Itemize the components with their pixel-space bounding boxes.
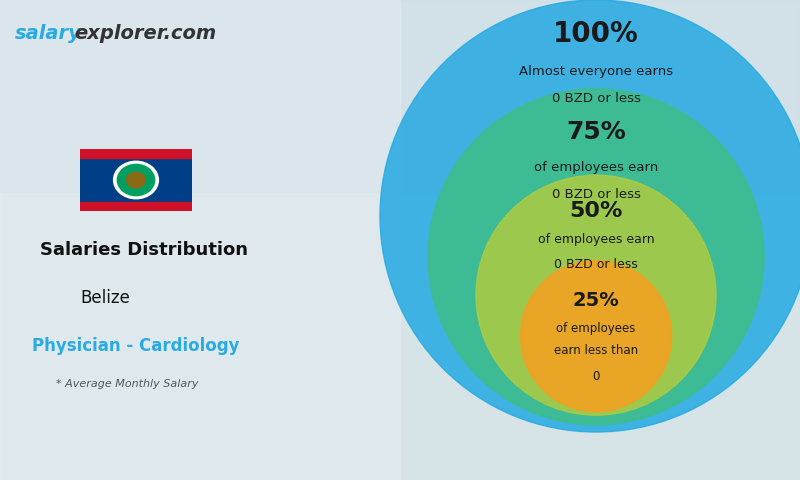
Bar (0, 0, 400, 480)
Bar (80, 203, 192, 211)
Bar (0, 0, 800, 192)
Text: * Average Monthly Salary: * Average Monthly Salary (56, 379, 198, 389)
Text: 0 BZD or less: 0 BZD or less (554, 257, 638, 271)
Text: salary: salary (14, 24, 82, 43)
Circle shape (114, 161, 158, 199)
Circle shape (118, 164, 154, 196)
Text: Salaries Distribution: Salaries Distribution (40, 240, 248, 259)
Text: of employees earn: of employees earn (534, 161, 658, 175)
Text: 75%: 75% (566, 120, 626, 144)
Circle shape (476, 175, 716, 415)
Text: earn less than: earn less than (554, 344, 638, 357)
Text: 0 BZD or less: 0 BZD or less (551, 188, 641, 201)
Circle shape (380, 0, 800, 432)
Circle shape (428, 89, 764, 425)
Circle shape (520, 260, 672, 411)
Text: 0: 0 (592, 370, 600, 384)
Text: 0 BZD or less: 0 BZD or less (551, 92, 641, 105)
Text: 25%: 25% (573, 290, 619, 310)
Text: of employees: of employees (556, 322, 636, 336)
Bar (0, 0, 400, 480)
Text: Belize: Belize (80, 288, 130, 307)
Text: Physician - Cardiology: Physician - Cardiology (32, 336, 239, 355)
Text: of employees earn: of employees earn (538, 233, 654, 247)
Bar (80, 149, 192, 157)
Text: Almost everyone earns: Almost everyone earns (519, 65, 673, 79)
Circle shape (126, 172, 146, 188)
Text: explorer.com: explorer.com (74, 24, 217, 43)
Text: 100%: 100% (553, 20, 639, 48)
Text: 50%: 50% (570, 201, 622, 221)
